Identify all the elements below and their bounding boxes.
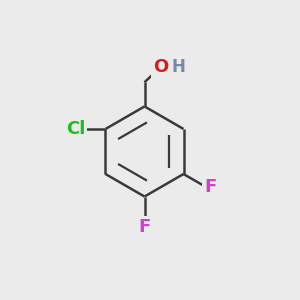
Text: F: F xyxy=(138,218,151,236)
Text: O: O xyxy=(153,58,168,76)
Text: Cl: Cl xyxy=(66,120,85,138)
Text: H: H xyxy=(172,58,185,76)
Text: F: F xyxy=(205,178,217,196)
